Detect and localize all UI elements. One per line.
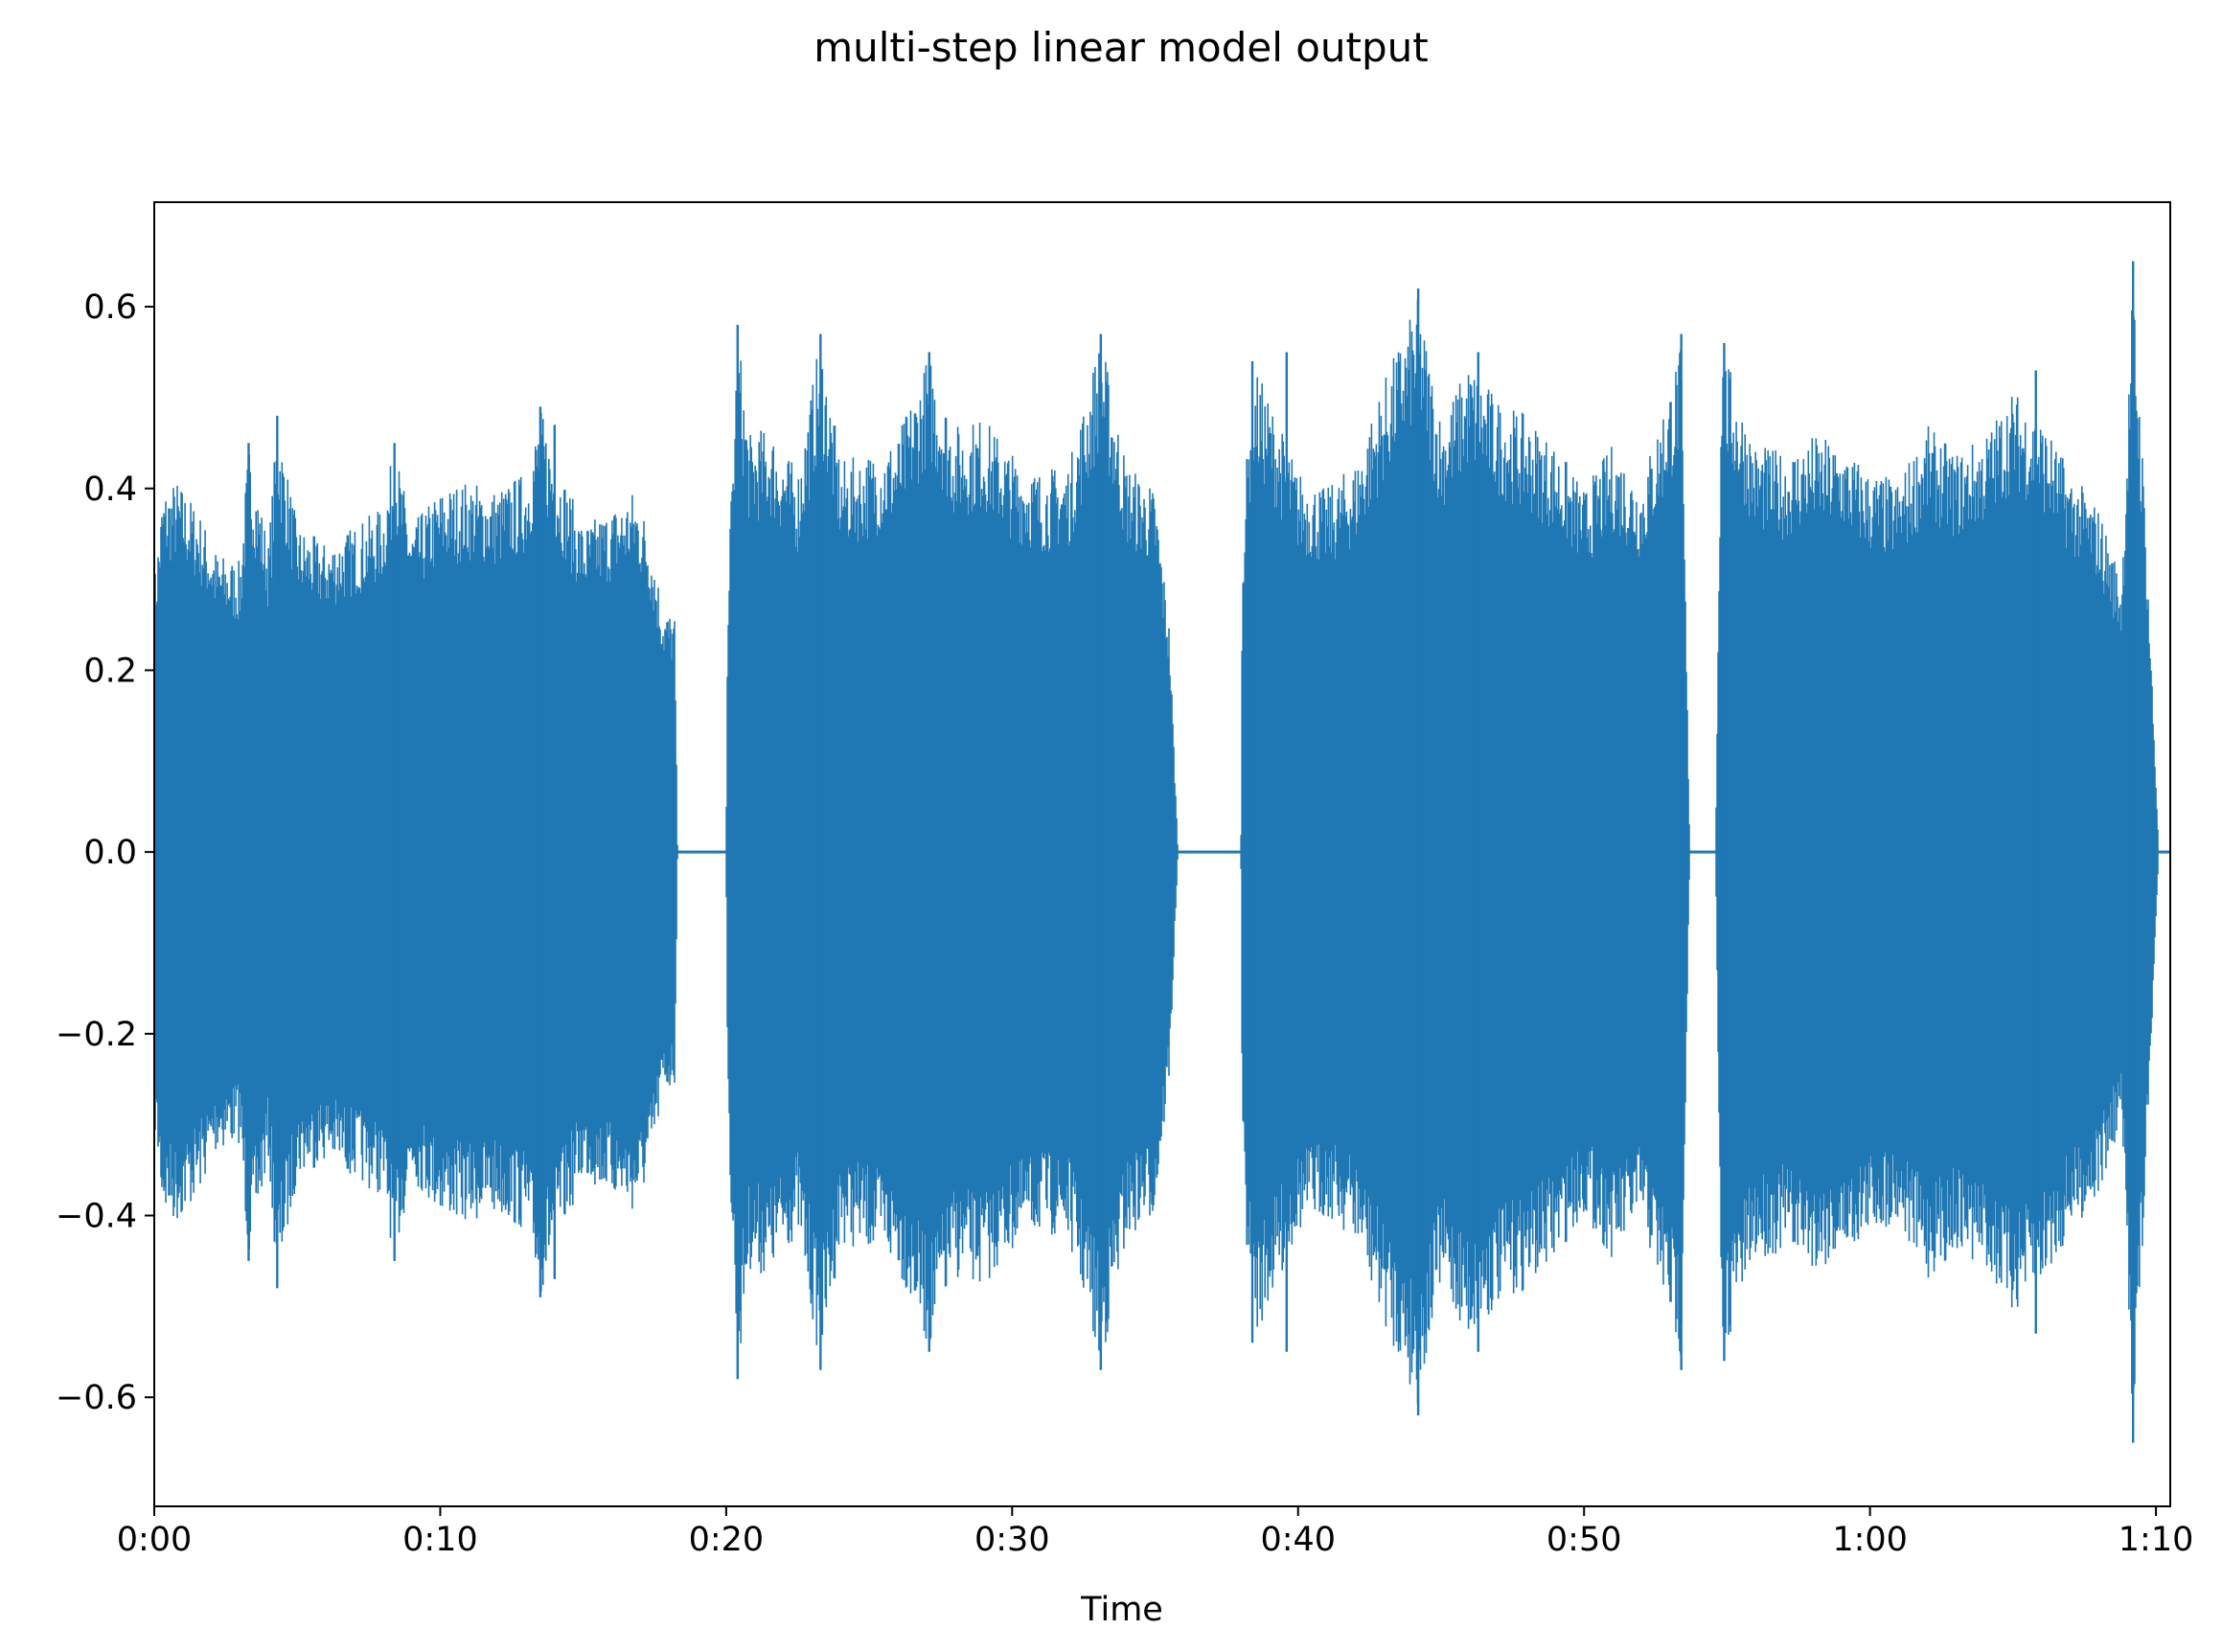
y-tick-label: 0.4 [83,470,137,509]
axes-frame [153,201,2171,1507]
waveform-series [153,261,2170,1443]
x-tick-label: 1:00 [1832,1521,1908,1559]
x-tick-label: 0:40 [1260,1521,1336,1559]
waveform-body [153,290,2159,1413]
chart-title: multi-step linear model output [813,24,1429,71]
y-tick-label: −0.2 [56,1016,137,1054]
y-axis: 0.6 0.4 0.2 0.0 −0.2 −0.4 −0.6 [56,288,154,1417]
y-tick-label: 0.0 [83,834,137,872]
y-tick-label: 0.6 [83,288,137,327]
x-axis-label: Time [1080,1591,1163,1629]
x-tick-label: 0:30 [974,1521,1050,1559]
x-tick-label: 0:00 [117,1521,193,1559]
y-tick-label: 0.2 [83,652,137,690]
x-tick-label: 1:10 [2119,1521,2194,1559]
x-tick-label: 0:50 [1546,1521,1622,1559]
y-tick-label: −0.6 [56,1379,137,1417]
x-tick-label: 0:20 [689,1521,765,1559]
y-tick-label: −0.4 [56,1198,137,1236]
x-axis: 0:00 0:10 0:20 0:30 0:40 0:50 1:00 1:10 [117,1506,2194,1559]
x-tick-label: 0:10 [402,1521,478,1559]
